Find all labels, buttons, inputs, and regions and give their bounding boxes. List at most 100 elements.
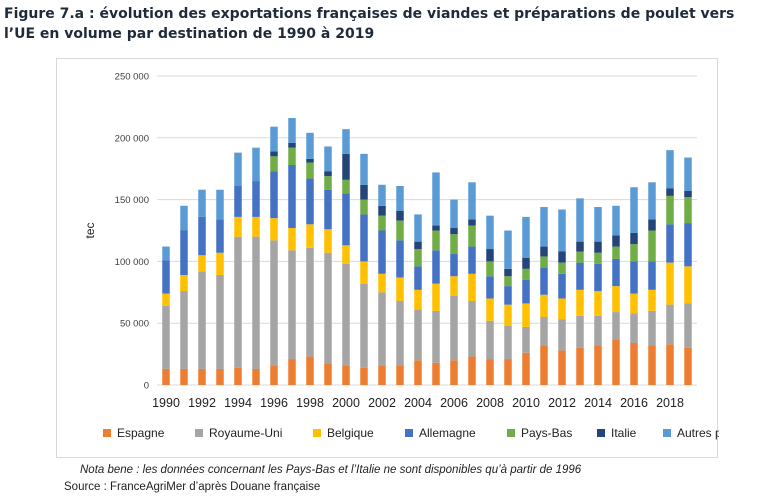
bar-segment-allemagne-2016: [630, 261, 638, 294]
bar-segment-autres-pays-1998: [306, 132, 314, 159]
bar-segment-italie-2018: [666, 188, 674, 196]
bar-segment-allemagne-2009: [504, 286, 512, 305]
bar-segment-belgique-1991: [180, 274, 188, 292]
bar-segment-allemagne-1990: [162, 260, 170, 294]
bar-segment-italie-2012: [558, 251, 566, 263]
bar-segment-belgique-2002: [378, 273, 386, 293]
bar-segment-espagne-2012: [558, 350, 566, 385]
bar-segment-allemagne-2015: [612, 258, 620, 287]
figure-title: Figure 7.a : évolution des exportations …: [4, 4, 774, 44]
bar-segment-royaume-uni-2015: [612, 312, 620, 340]
bar-segment-allemagne-1996: [270, 171, 278, 219]
bar-segment-pays-bas-2011: [540, 256, 548, 268]
bar-segment-belgique-1997: [288, 228, 296, 251]
bar-segment-espagne-1991: [180, 368, 188, 385]
bar-segment-belgique-2015: [612, 286, 620, 313]
bar-segment-pays-bas-2001: [360, 199, 368, 215]
bar-segment-autres-pays-1994: [234, 152, 242, 187]
bar-segment-pays-bas-2000: [342, 179, 350, 194]
bar-segment-royaume-uni-2003: [396, 300, 404, 366]
bar-segment-pays-bas-2013: [576, 251, 584, 263]
bar-segment-italie-1997: [288, 142, 296, 148]
bar-segment-royaume-uni-2014: [594, 315, 602, 346]
bar-segment-pays-bas-2015: [612, 246, 620, 259]
bar-segment-autres-pays-2001: [360, 153, 368, 185]
bar-segment-allemagne-2017: [648, 261, 656, 290]
bar-segment-italie-2008: [486, 249, 494, 262]
bar-segment-espagne-1996: [270, 365, 278, 385]
bar-segment-espagne-1994: [234, 367, 242, 385]
bar-segment-allemagne-2011: [540, 267, 548, 295]
bar-segment-espagne-2009: [504, 359, 512, 385]
y-tick-label: 150 000: [115, 195, 149, 206]
bar-segment-belgique-2014: [594, 291, 602, 316]
bar-segment-autres-pays-1996: [270, 126, 278, 152]
bar-segment-allemagne-1993: [216, 219, 224, 253]
bar-segment-allemagne-1992: [198, 216, 206, 256]
stacked-bar-chart: 0 50 000 100 000 150 000 200 000 250 000 tec 19…: [83, 72, 719, 441]
bar-segment-royaume-uni-2001: [360, 283, 368, 368]
bar-segment-belgique-2007: [468, 273, 476, 301]
bar-segment-autres-pays-2012: [558, 209, 566, 252]
bar-segment-espagne-2003: [396, 365, 404, 385]
x-tick-label: 2012: [548, 396, 576, 410]
bar-segment-autres-pays-2013: [576, 198, 584, 242]
bar-segment-royaume-uni-2019: [684, 303, 692, 348]
bar-segment-italie-2006: [450, 228, 458, 235]
bar-segment-espagne-2000: [342, 365, 350, 385]
x-tick-label: 2002: [368, 396, 396, 410]
bar-segment-royaume-uni-1991: [180, 291, 188, 369]
x-tick-label: 2018: [656, 396, 684, 410]
bar-segment-autres-pays-1997: [288, 118, 296, 143]
bar-segment-espagne-2004: [414, 360, 422, 385]
bar-segment-pays-bas-2004: [414, 249, 422, 267]
legend-label-belgique: Belgique: [327, 426, 374, 440]
bar-segment-espagne-2011: [540, 345, 548, 385]
bar-segment-belgique-2018: [666, 262, 674, 305]
bar-segment-autres-pays-2011: [540, 207, 548, 247]
legend-label-autres-pays: Autres pays: [677, 426, 719, 440]
x-tick-label: 1996: [260, 396, 288, 410]
bar-segment-italie-2019: [684, 190, 692, 198]
bar-segment-royaume-uni-2008: [486, 320, 494, 360]
bar-segment-pays-bas-2003: [396, 220, 404, 241]
legend-swatch-royaume-uni: [195, 429, 203, 437]
bar-segment-pays-bas-2018: [666, 195, 674, 225]
bar-segment-royaume-uni-2016: [630, 313, 638, 343]
bar-segment-belgique-2006: [450, 276, 458, 297]
bar-segment-royaume-uni-2000: [342, 263, 350, 366]
bar-segment-allemagne-2003: [396, 240, 404, 278]
bar-segment-allemagne-1995: [252, 181, 260, 217]
bar-segment-espagne-2006: [450, 360, 458, 385]
bar-segment-autres-pays-1992: [198, 189, 206, 217]
bar-segment-autres-pays-1993: [216, 189, 224, 220]
bar-segment-autres-pays-2019: [684, 157, 692, 191]
bar-segment-belgique-2010: [522, 303, 530, 327]
legend-label-allemagne: Allemagne: [419, 426, 476, 440]
bar-segment-pays-bas-1998: [306, 162, 314, 179]
bar-segment-belgique-1993: [216, 252, 224, 275]
bar-segment-espagne-2015: [612, 339, 620, 385]
bar-segment-autres-pays-1999: [324, 146, 332, 172]
bar-segment-italie-2002: [378, 205, 386, 216]
bar-segment-pays-bas-2008: [486, 261, 494, 277]
x-tick-label: 1992: [188, 396, 216, 410]
bar-segment-autres-pays-2003: [396, 186, 404, 211]
bar-segment-pays-bas-2009: [504, 276, 512, 287]
bar-segment-autres-pays-2005: [432, 172, 440, 226]
bar-segment-italie-2015: [612, 235, 620, 247]
bar-segment-espagne-2001: [360, 367, 368, 385]
bar-segment-espagne-1997: [288, 359, 296, 385]
bar-segment-pays-bas-2017: [648, 230, 656, 262]
bar-segment-italie-2004: [414, 241, 422, 250]
bar-segment-royaume-uni-2009: [504, 325, 512, 360]
bar-segment-espagne-2019: [684, 347, 692, 385]
bar-segment-autres-pays-1991: [180, 205, 188, 231]
bar-segment-royaume-uni-2017: [648, 310, 656, 346]
bar-segment-autres-pays-2007: [468, 182, 476, 220]
bar-segment-autres-pays-2015: [612, 205, 620, 236]
bar-segment-espagne-1995: [252, 368, 260, 385]
x-tick-label: 2016: [620, 396, 648, 410]
bar-segment-royaume-uni-2002: [378, 292, 386, 366]
bar-segment-belgique-2000: [342, 245, 350, 264]
